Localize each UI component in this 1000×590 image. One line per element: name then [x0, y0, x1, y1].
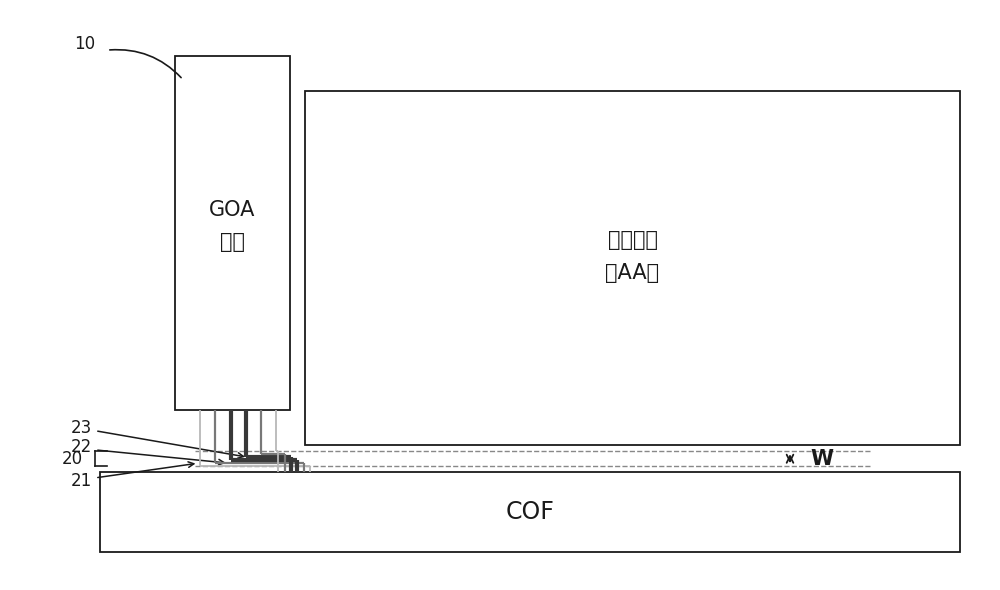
Bar — [100, 472, 960, 552]
Text: 20: 20 — [62, 450, 83, 468]
Text: 21: 21 — [71, 472, 92, 490]
Text: 显示区域
（AA）: 显示区域 （AA） — [605, 230, 660, 283]
Bar — [175, 56, 290, 410]
Text: 22: 22 — [71, 438, 92, 456]
Text: 23: 23 — [71, 419, 92, 437]
Bar — [305, 91, 960, 445]
Text: GOA
电路: GOA 电路 — [209, 199, 256, 253]
Text: COF: COF — [506, 500, 554, 524]
Text: 10: 10 — [74, 35, 96, 53]
Text: W: W — [810, 449, 833, 468]
